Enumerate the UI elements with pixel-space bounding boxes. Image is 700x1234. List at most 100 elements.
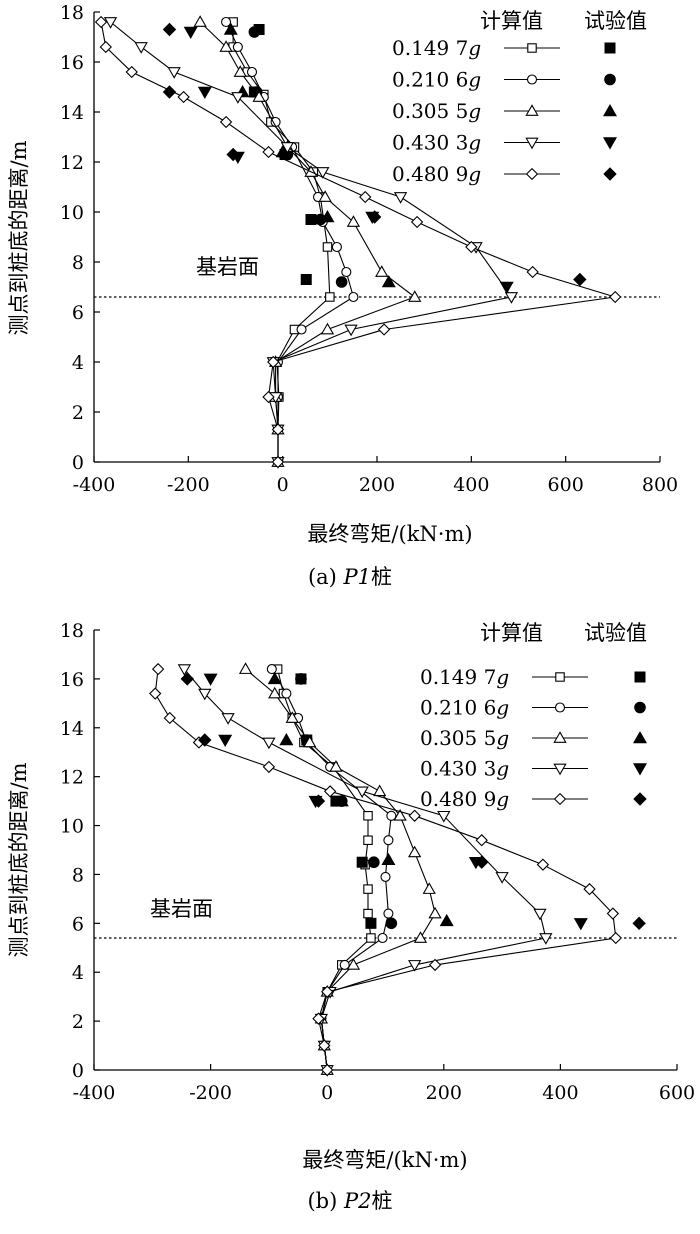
calc-series-line: [110, 21, 513, 462]
legend-label: 0.149 7g: [392, 36, 481, 60]
calc-point: [163, 711, 176, 725]
legend-label: 0.305 5g: [420, 726, 509, 750]
test-point: [335, 276, 348, 288]
bedrock-label: 基岩面: [196, 255, 259, 279]
calc-point: [323, 785, 337, 798]
calc-point: [231, 92, 245, 104]
test-point: [320, 210, 335, 223]
calc-point: [193, 15, 207, 27]
legend-calc-marker: [527, 43, 537, 53]
chart-marks-p1: -400 -200 0 200 400 600 800 0 2 4 6 8 10 12 14 16 18: [60, 2, 678, 496]
legend-test-marker: [633, 731, 647, 744]
x-tick-label: -200: [189, 1082, 232, 1104]
calc-point: [413, 931, 428, 943]
calc-point: [363, 811, 373, 821]
calc-point: [363, 835, 373, 845]
panel-caption: (b) P2桩: [307, 1189, 392, 1213]
y-axis-title: 测点到桩底的距离/m: [7, 762, 31, 957]
calc-point: [198, 688, 212, 701]
calc-point: [408, 809, 421, 822]
test-point: [381, 852, 396, 866]
test-point: [267, 671, 282, 685]
y-tick-label: 10: [60, 816, 84, 838]
calc-point: [495, 872, 509, 884]
test-point: [356, 856, 368, 868]
calc-point: [262, 145, 275, 159]
legend-label: 0.430 3g: [392, 131, 481, 155]
legend-label: 0.149 7g: [420, 665, 509, 689]
calc-point: [149, 687, 162, 700]
legend-test-marker: [603, 137, 617, 150]
legend-test-marker: [604, 73, 616, 86]
test-point: [295, 673, 307, 685]
y-tick-label: 18: [60, 620, 84, 642]
calc-point: [609, 931, 622, 945]
calc-point: [151, 662, 165, 676]
y-tick-label: 8: [72, 864, 84, 886]
calc-point: [271, 455, 285, 469]
calc-point: [344, 324, 358, 337]
calc-point: [177, 664, 192, 676]
y-tick-label: 14: [60, 102, 84, 124]
calc-point: [262, 390, 275, 404]
test-point: [368, 856, 380, 869]
test-point: [162, 22, 177, 37]
calc-point: [103, 17, 118, 29]
calc-point: [408, 845, 422, 858]
calc-point: [504, 292, 519, 304]
test-point: [275, 145, 290, 158]
calc-point: [346, 215, 361, 227]
calc-point: [339, 959, 350, 970]
x-tick-label: 800: [642, 474, 678, 496]
test-point: [248, 26, 261, 38]
y-tick-label: 16: [60, 52, 84, 74]
calc-point: [318, 190, 332, 202]
test-point: [334, 794, 349, 807]
y-tick-label: 0: [72, 452, 84, 474]
legend-test-marker: [634, 701, 646, 714]
chart-panel-p2: -400 -200 0 200 400 600 0 2 4 6 8 10 12 14 16 18 计算值 试验…: [7, 620, 695, 1213]
test-point: [474, 855, 489, 869]
calc-point: [125, 65, 138, 79]
legend-calc-marker: [553, 731, 567, 743]
test-point: [632, 916, 646, 931]
y-tick-label: 12: [60, 152, 84, 174]
x-axis-title: 最终弯矩/(kN·m): [307, 522, 472, 546]
calc-point: [386, 810, 397, 821]
legend-test-marker: [633, 792, 647, 806]
x-tick-label: 600: [548, 474, 584, 496]
legend-p1: 计算值 试验值 0.149 7g 0.210 6g 0.305 5g 0.430 3g…: [392, 9, 647, 186]
legend-calc-marker: [526, 74, 538, 85]
calc-point: [221, 16, 232, 28]
calc-point: [267, 355, 280, 369]
legend-calc-marker: [554, 702, 566, 713]
calc-point: [262, 760, 276, 774]
calc-point: [526, 265, 539, 279]
calc-point: [285, 711, 299, 723]
test-point: [300, 274, 312, 285]
calc-point: [219, 115, 233, 129]
test-point: [314, 213, 327, 226]
y-tick-label: 2: [72, 1011, 84, 1033]
calc-point: [268, 686, 282, 699]
calc-point: [366, 933, 376, 943]
calc-point: [316, 167, 330, 179]
calc-point: [296, 324, 307, 335]
calc-point: [465, 240, 478, 254]
x-tick-label: 600: [659, 1082, 695, 1104]
calc-point: [393, 192, 408, 204]
calc-point: [94, 15, 108, 29]
test-point: [198, 733, 212, 747]
legend-label: 0.430 3g: [420, 757, 509, 781]
test-point: [279, 733, 294, 746]
calc-point: [252, 90, 266, 102]
legend-label: 0.480 9g: [392, 162, 481, 186]
calc-point: [536, 858, 550, 871]
test-point: [365, 917, 377, 929]
calc-point: [355, 786, 369, 799]
test-point: [180, 672, 194, 686]
panel-caption: (a) P1桩: [308, 565, 392, 589]
legend-test-marker: [633, 763, 647, 776]
calc-point: [408, 960, 422, 972]
calc-point: [246, 66, 258, 78]
